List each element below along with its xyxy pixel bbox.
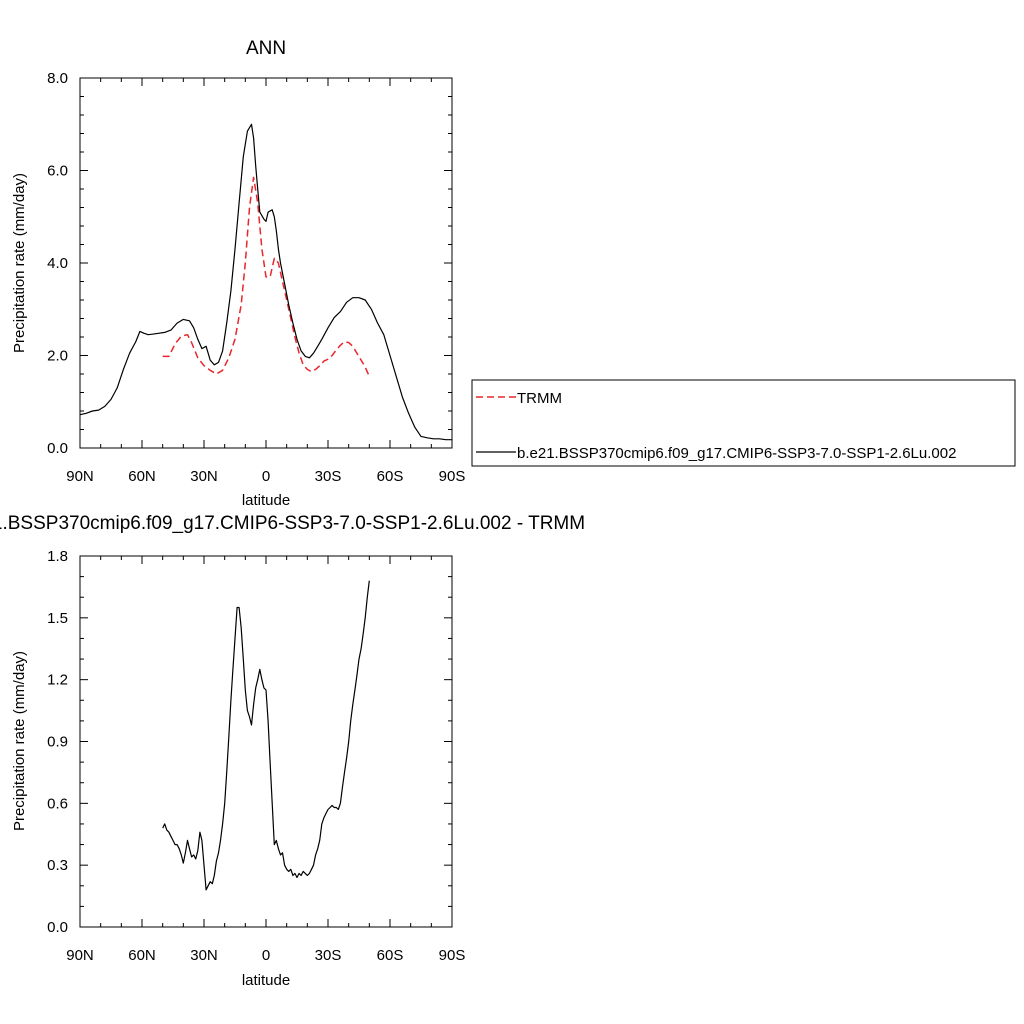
panel1-series [79,123,452,441]
panel1-ticks [79,77,453,449]
panel1-y-tick-label: 8.0 [47,70,68,87]
panel2-series-line-model [162,580,370,891]
panel1-title: ANN [246,38,286,59]
panel1-x-axis-label: latitude [242,492,290,509]
panel2-y-tick-label: 0.0 [47,919,68,936]
panel1-y-tick-label: 2.0 [47,348,68,365]
legend-label-trmm: TRMM [517,390,562,407]
legend: TRMM b.e21.BSSP370cmip6.f09_g17.CMIP6-SS… [471,379,1016,467]
panel1-series-line-trmm [162,176,370,377]
panel2-x-tick-label: 60S [377,947,404,964]
panel2-y-tick-label: 0.3 [47,857,68,874]
panel2-x-tick-label: 90S [439,947,466,964]
panel2-x-tick-label: 90N [66,947,94,964]
panel2-x-tick-label: 30S [315,947,342,964]
panel2-plot-frame [79,555,453,928]
panel2-y-tick-label: 0.9 [47,734,68,751]
panel2-x-tick-label: 0 [262,947,270,964]
panel1-y-axis-label: Precipitation rate (mm/day) [11,173,28,353]
panel2-x-tick-label: 30N [190,947,218,964]
panel2-y-tick-label: 1.5 [47,610,68,627]
panel2-series [162,580,370,891]
panel1-x-tick-label: 60S [377,468,404,485]
panel1-plot-frame [79,77,453,449]
panel2-y-tick-label: 1.2 [47,672,68,689]
panel1-x-tick-label: 30S [315,468,342,485]
legend-frame [471,379,1016,467]
panel1-x-tick-label: 90S [439,468,466,485]
panel2-y-tick-label: 0.6 [47,795,68,812]
panel1-x-tick-label: 30N [190,468,218,485]
panel2-title: b.e21.BSSP370cmip6.f09_g17.CMIP6-SSP3-7.… [0,513,585,534]
panel2-y-axis-label: Precipitation rate (mm/day) [11,651,28,831]
panel1-tick-labels: 90N 60N 30N 0 30S 60S 90S 0.0 2.0 4.0 6.0 8.0 [47,70,465,485]
panel1-x-tick-label: 60N [128,468,156,485]
panel2-x-axis-label: latitude [242,972,290,989]
panel2-y-tick-label: 1.8 [47,548,68,565]
difference-panel: b.e21.BSSP370cmip6.f09_g17.CMIP6-SSP3-7.… [0,513,585,989]
panel2-x-tick-label: 60N [128,947,156,964]
panel1-x-tick-label: 0 [262,468,270,485]
panel1-series-line-model [79,123,452,441]
legend-label-model: b.e21.BSSP370cmip6.f09_g17.CMIP6-SSP3-7.… [517,445,956,462]
panel1-x-tick-label: 90N [66,468,94,485]
panel1-y-tick-label: 0.0 [47,440,68,457]
panel2-tick-labels: 90N 60N 30N 0 30S 60S 90S 0.0 0.3 0.6 0.9 1.2 1.5 1.8 [47,548,465,964]
panel1-y-tick-label: 6.0 [47,163,68,180]
panel2-ticks [79,555,453,928]
panel1-y-tick-label: 4.0 [47,255,68,272]
annual-precip-panel: ANN Precipitation rate (mm/day) latitude… [11,38,465,509]
